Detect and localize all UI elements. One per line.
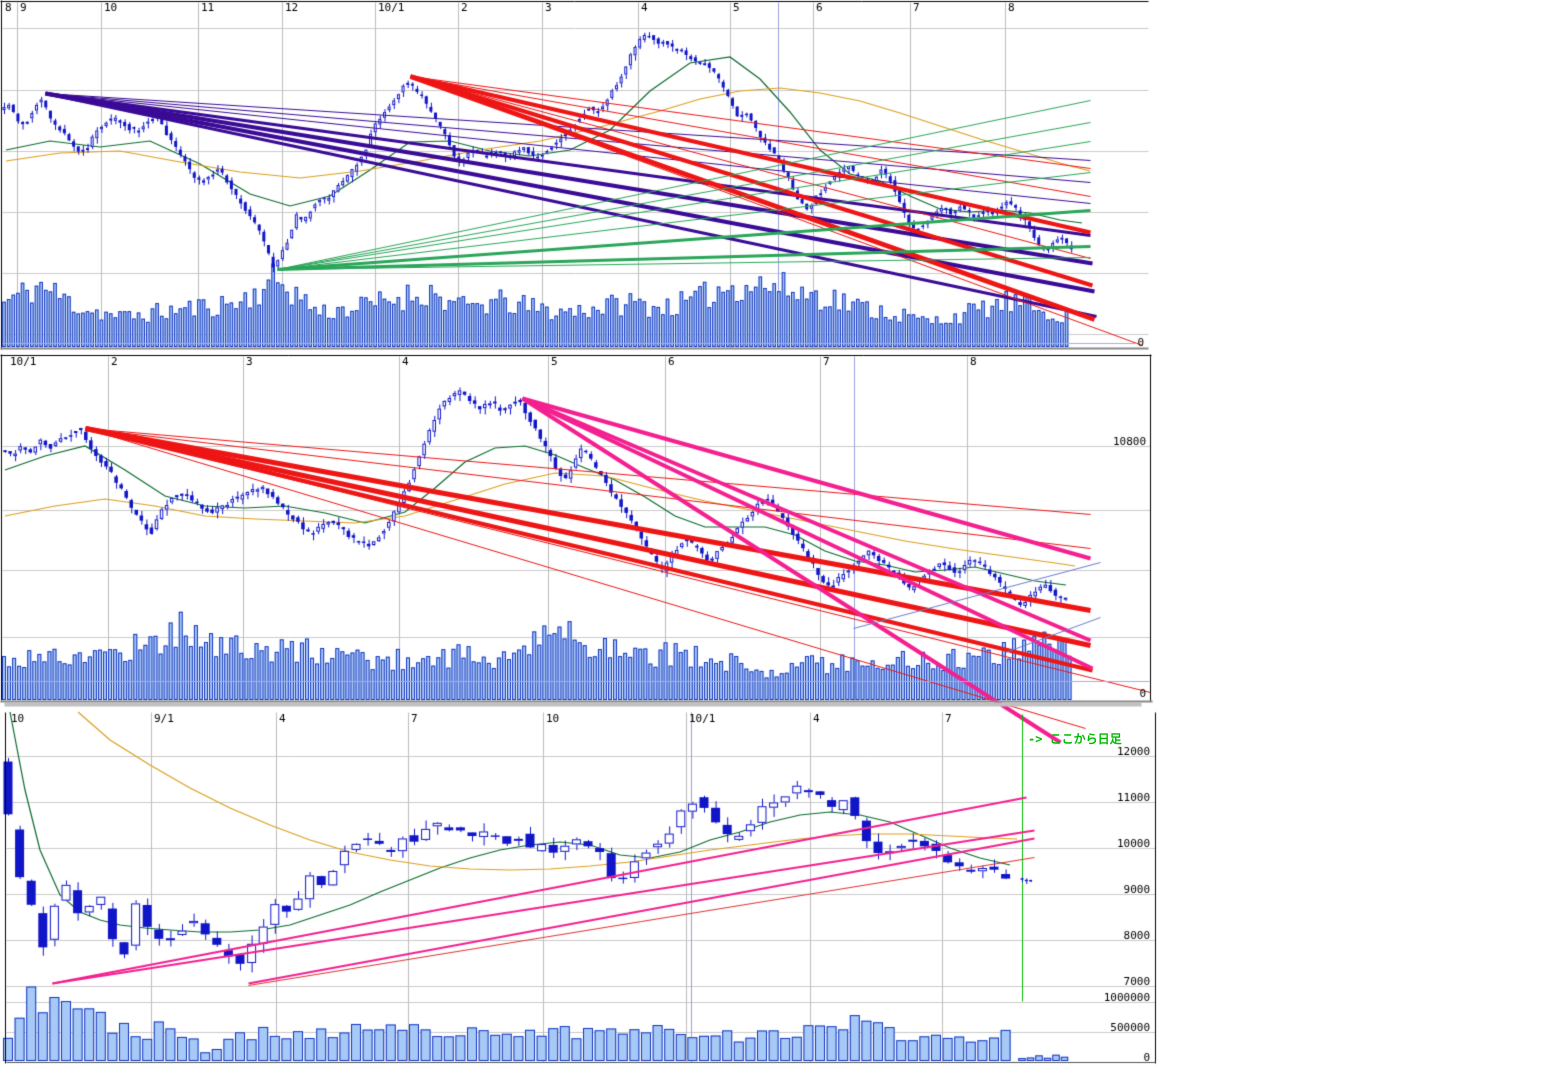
chart-panel-top[interactable] — [0, 0, 1150, 352]
daily-from-here-annotation: -> ここから日足 — [1028, 732, 1122, 746]
chart-panel-middle[interactable] — [0, 354, 1152, 707]
chart-panel-bottom[interactable] — [5, 712, 1156, 1064]
